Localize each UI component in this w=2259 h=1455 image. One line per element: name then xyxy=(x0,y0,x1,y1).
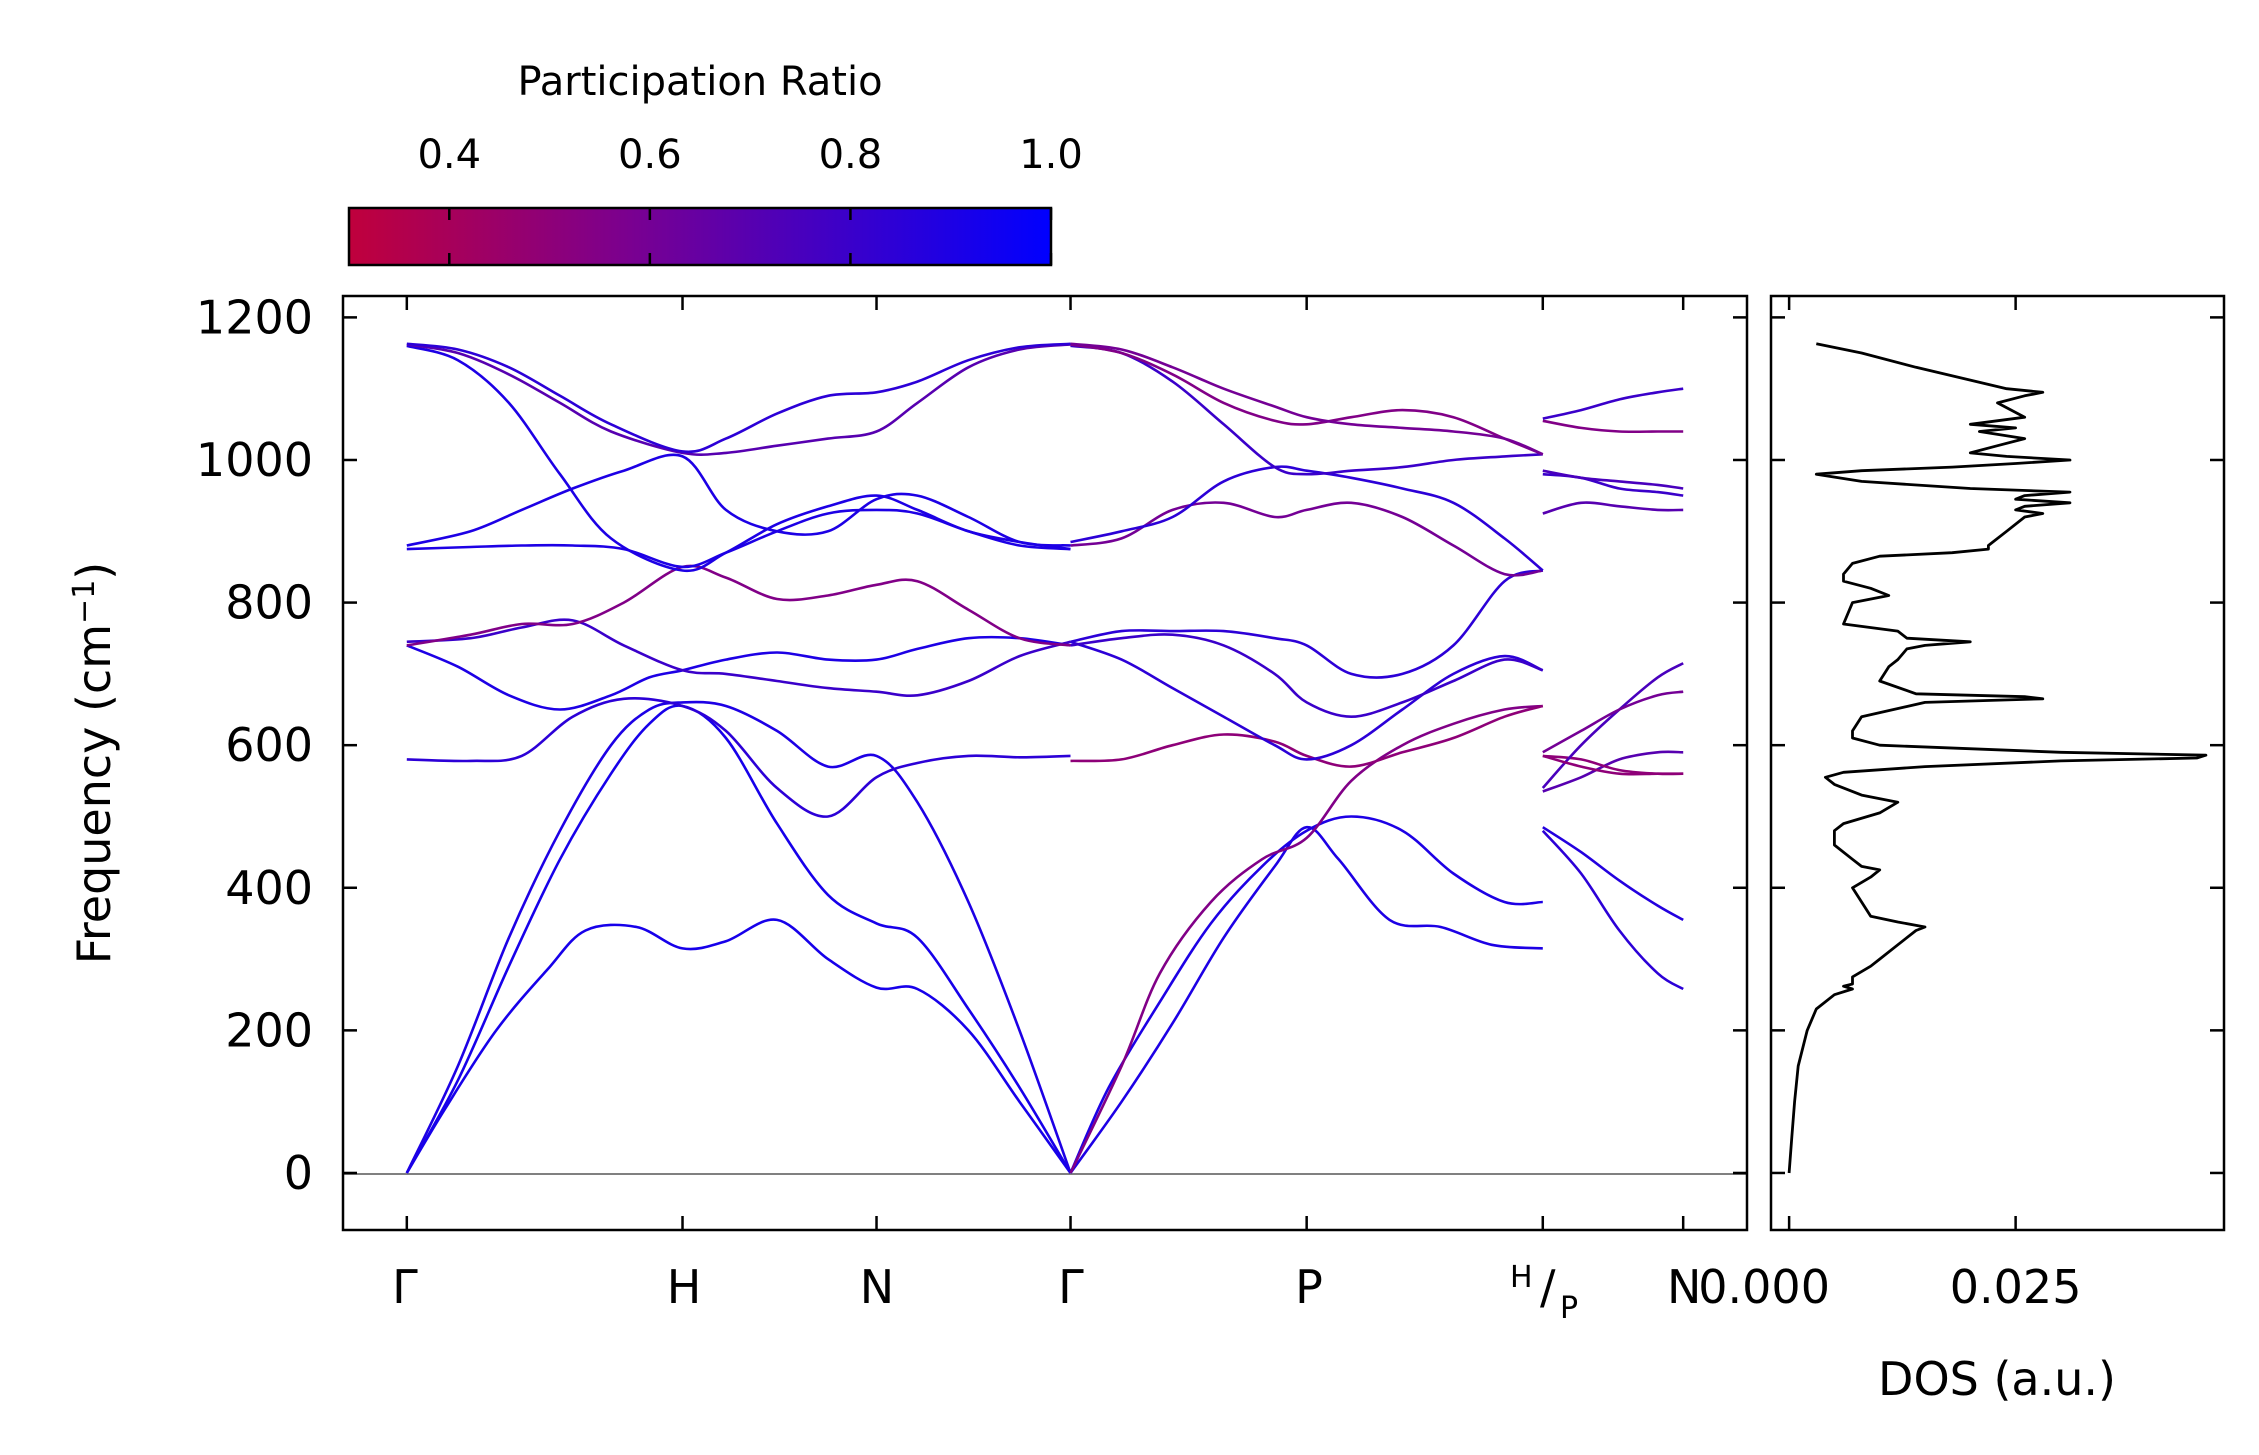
band-axes-frame xyxy=(341,294,1749,1232)
band-line-optical-4 xyxy=(1070,569,1544,679)
band-y-tick-label: 200 xyxy=(225,1003,313,1057)
dos-x-axis-label: DOS (a.u.) xyxy=(1878,1352,2116,1406)
band-line-acoustic-1 xyxy=(405,918,1072,1174)
band-y-tick-label: 800 xyxy=(225,576,313,630)
dos-x-tick-label: 0.025 xyxy=(1950,1260,2082,1314)
band-y-tick-label: 1000 xyxy=(196,433,313,487)
band-line-optical-5 xyxy=(1542,501,1684,515)
band-line-acoustic-1 xyxy=(1069,825,1543,1174)
band-line-optical-7 xyxy=(406,344,1071,573)
colorbar: Participation Ratio 0.4 0.6 0.8 1.0 xyxy=(347,59,1083,267)
kpoint-label-n-2: N xyxy=(1667,1260,1701,1314)
kpoint-label-gamma: Γ xyxy=(392,1260,418,1314)
band-line-optical-9 xyxy=(1070,342,1544,456)
y-axis-label-main: Frequency (cm xyxy=(67,624,121,964)
band-line-acoustic-3 xyxy=(1069,704,1543,1174)
kpoint-label-h-p: H / P xyxy=(1510,1260,1578,1326)
band-line-optical-4 xyxy=(1542,754,1684,776)
colorbar-ticks: 0.4 0.6 0.8 1.0 xyxy=(417,132,1083,265)
colorbar-gradient xyxy=(347,206,1053,267)
band-line-optical-3 xyxy=(406,618,1071,697)
band-line-optical-9 xyxy=(1542,387,1684,420)
colorbar-tick-label: 1.0 xyxy=(1019,132,1083,178)
y-axis-label-close: ) xyxy=(67,562,121,580)
band-line-acoustic-3 xyxy=(405,700,1072,1174)
band-y-tick-label: 1200 xyxy=(196,290,313,344)
kpoint-label-n: N xyxy=(860,1260,894,1314)
band-y-tick-label: 0 xyxy=(284,1146,313,1200)
band-line-optical-3 xyxy=(1542,690,1684,754)
band-line-optical-8 xyxy=(1542,419,1684,434)
band-line-acoustic-2 xyxy=(1069,815,1543,1174)
band-line-optical-8 xyxy=(1070,343,1544,456)
band-line-optical-4 xyxy=(406,564,1071,647)
band-y-ticks: 0 200 400 600 800 1000 1200 xyxy=(196,290,1747,1200)
dos-curve xyxy=(1787,342,2208,1174)
band-line-optical-7 xyxy=(1542,469,1684,490)
band-x-ticks xyxy=(405,296,1685,1230)
y-axis-label-exponent: −1 xyxy=(67,580,102,624)
band-line-optical-6 xyxy=(1070,465,1544,572)
band-line-acoustic-2 xyxy=(405,704,1072,1174)
dos-y-ticks xyxy=(1771,316,2224,1175)
dos-panel: 0.000 0.025 DOS (a.u.) xyxy=(1698,294,2226,1406)
colorbar-tick-label: 0.6 xyxy=(618,132,682,178)
band-line-optical-8 xyxy=(406,343,1071,457)
dos-axes-frame xyxy=(1769,294,2226,1232)
band-line-optical-5 xyxy=(1070,501,1544,577)
band-line-acoustic-1 xyxy=(1541,829,1684,991)
band-line-optical-7 xyxy=(1070,344,1543,476)
band-y-tick-label: 600 xyxy=(225,718,313,772)
band-line-acoustic-3 xyxy=(1542,750,1684,793)
kpoint-label-h-sup: H xyxy=(1510,1260,1533,1295)
colorbar-label: Participation Ratio xyxy=(517,59,882,105)
band-line-optical-2 xyxy=(406,635,1071,711)
kpoint-label-p-sub: P xyxy=(1560,1291,1578,1326)
band-line-optical-2 xyxy=(1070,640,1544,761)
kpoint-label-gamma-2: Γ xyxy=(1058,1260,1084,1314)
band-lines xyxy=(405,342,1684,1174)
band-line-optical-1 xyxy=(406,697,1071,818)
colorbar-tick-label: 0.4 xyxy=(417,132,481,178)
band-line-optical-9 xyxy=(406,342,1071,454)
dos-x-tick-label: 0.000 xyxy=(1698,1260,1830,1314)
kpoint-label-h: H xyxy=(667,1260,702,1314)
colorbar-tick-label: 0.8 xyxy=(819,132,883,178)
band-y-tick-label: 400 xyxy=(225,861,313,915)
band-line-acoustic-2 xyxy=(1542,826,1684,922)
dos-x-ticks: 0.000 0.025 xyxy=(1698,296,2081,1314)
y-axis-label: Frequency (cm−1) xyxy=(67,562,121,965)
dos-line xyxy=(1787,342,2208,1174)
band-line-optical-1 xyxy=(1070,704,1544,768)
kpoint-label-p: P xyxy=(1295,1260,1323,1314)
kpoint-label-slash: / xyxy=(1540,1260,1556,1314)
band-line-optical-3 xyxy=(1070,633,1544,718)
band-line-optical-6 xyxy=(406,453,1071,547)
